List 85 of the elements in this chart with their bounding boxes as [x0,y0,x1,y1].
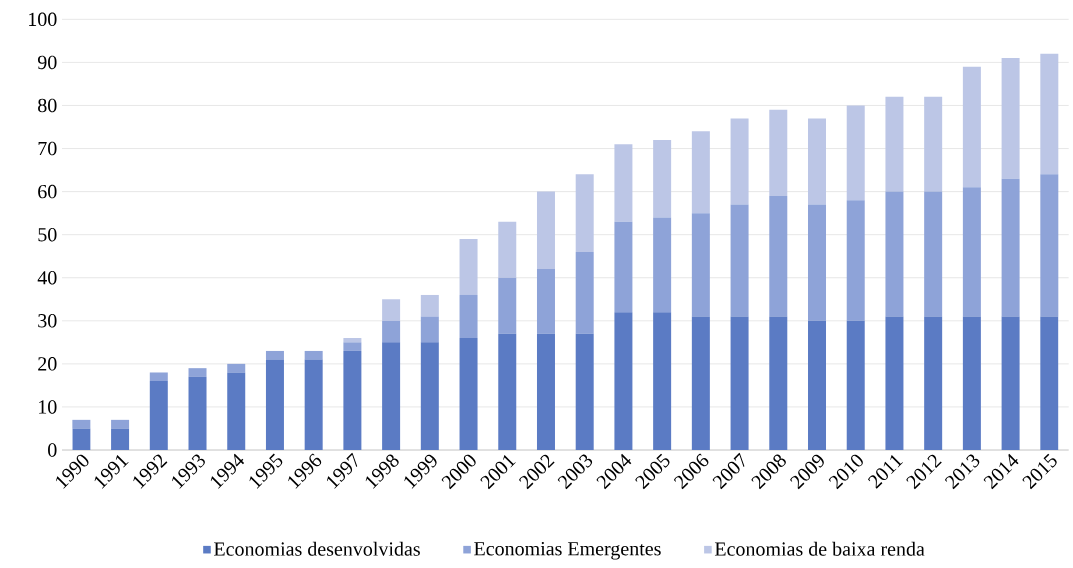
legend-label: Economias Emergentes [474,542,661,560]
bar [846,105,865,201]
bar [420,342,439,450]
bar [72,419,91,429]
bar [265,350,284,360]
bar [498,277,517,334]
bar [420,294,439,317]
bar [343,342,362,351]
bar [227,372,246,450]
bar [962,316,981,450]
bar [575,333,594,450]
bar [188,376,207,450]
bar [149,381,168,450]
bar [885,316,904,450]
y-tick-label: 90 [37,55,57,70]
bar [730,118,749,205]
bar [498,221,517,278]
bar [808,118,827,205]
bar [885,96,904,192]
bar [343,350,362,450]
y-tick-label: 40 [37,270,57,285]
bar [730,204,749,317]
bar [962,187,981,317]
bar [730,316,749,450]
bar [459,294,478,339]
y-tick-label: 60 [38,184,57,199]
bar [382,299,401,321]
bar [149,372,168,382]
bar [924,96,943,192]
bar [1001,178,1020,317]
bar [575,251,594,334]
bar [382,320,401,343]
bar [769,195,788,317]
bar [885,191,904,317]
bar [614,221,633,313]
bar [111,419,130,429]
bar [769,109,788,196]
bar [72,428,91,450]
legend-label: Economias de baixa renda [714,541,925,556]
bar [614,312,633,450]
y-tick-label: 50 [38,227,57,242]
bar [343,338,362,343]
bar [691,213,710,317]
y-tick-label: 100 [29,12,57,27]
bar [1040,174,1059,317]
bar [691,131,710,214]
bar [846,320,865,450]
bar [536,333,555,450]
bar [498,333,517,450]
bar [614,144,633,222]
legend-label: Economias desenvolvidas [214,541,420,556]
bar [846,200,865,321]
bar [188,368,207,377]
bar [924,316,943,450]
bar [1040,53,1059,175]
bar [808,320,827,450]
bar [808,204,827,321]
y-tick-label: 0 [48,443,57,457]
bar [1001,58,1020,179]
bar [420,316,439,343]
bar [265,359,284,450]
y-tick-label: 30 [38,314,57,328]
bar [304,359,323,450]
bar [536,191,555,270]
bar [653,217,672,313]
bar [691,316,710,450]
bar [575,174,594,252]
bar [111,428,130,450]
y-tick-label: 70 [38,141,57,156]
y-tick-label: 10 [39,400,57,414]
bar [924,191,943,317]
y-tick-label: 80 [38,98,57,113]
bar [1001,316,1020,450]
bar [382,342,401,450]
bar [1040,316,1059,450]
y-tick-label: 20 [38,357,57,371]
bar [536,269,555,334]
bar [769,316,788,450]
bar [962,66,981,188]
bar [227,363,246,373]
bar [653,139,672,218]
bar [459,338,478,450]
bar [653,312,672,450]
bar [304,350,323,360]
bar [459,238,478,295]
